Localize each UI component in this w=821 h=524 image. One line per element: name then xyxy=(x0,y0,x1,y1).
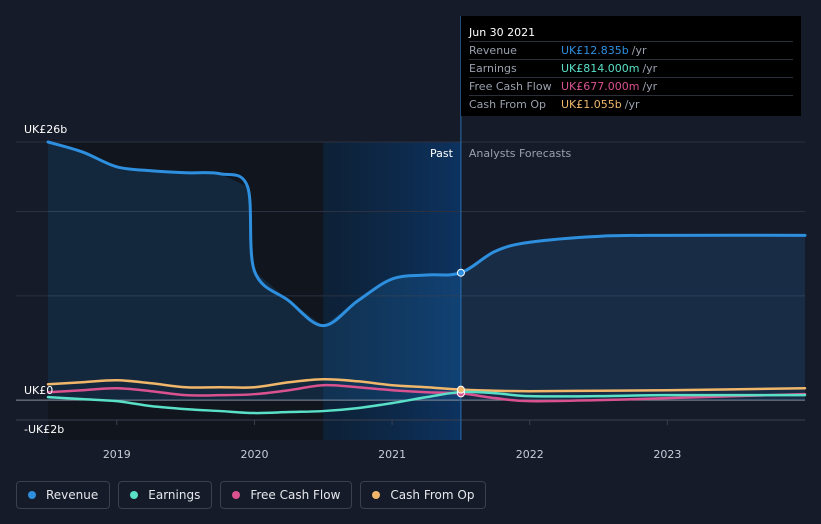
legend-item-cash-from-op[interactable]: Cash From Op xyxy=(360,481,487,509)
forecast-label: Analysts Forecasts xyxy=(469,147,572,160)
legend-label: Cash From Op xyxy=(390,488,475,502)
tooltip-row-cash-from-op: Cash From Op UK£1.055b /yr xyxy=(469,96,793,113)
hover-marker-cash-from-op xyxy=(456,385,465,394)
series-line-earnings xyxy=(46,390,807,415)
y-tick-label: -UK£2b xyxy=(24,423,64,436)
tooltip-label: Cash From Op xyxy=(469,98,547,111)
hover-marker-revenue xyxy=(456,268,465,277)
tooltip-label: Revenue xyxy=(469,44,517,57)
legend-dot-icon xyxy=(232,491,241,499)
x-tick-label: 2021 xyxy=(378,448,406,461)
legend-item-earnings[interactable]: Earnings xyxy=(118,481,213,509)
tooltip-date: Jun 30 2021 xyxy=(469,24,793,42)
tooltip-row-revenue: Revenue UK£12.835b /yr xyxy=(469,42,793,60)
x-tick-label: 2023 xyxy=(653,448,681,461)
past-label: Past xyxy=(430,147,454,160)
legend-label: Revenue xyxy=(46,488,99,502)
legend-item-free-cash-flow[interactable]: Free Cash Flow xyxy=(220,481,353,509)
legend-label: Free Cash Flow xyxy=(250,488,341,502)
tooltip-label: Free Cash Flow xyxy=(469,80,552,93)
legend-item-revenue[interactable]: Revenue xyxy=(16,481,111,509)
legend-dot-icon xyxy=(372,491,381,499)
legend: Revenue Earnings Free Cash Flow Cash Fro… xyxy=(16,481,487,509)
y-tick-label: UK£0 xyxy=(24,384,53,397)
x-tick-label: 2019 xyxy=(103,448,131,461)
series-line-cash-from-op xyxy=(46,378,807,393)
tooltip-value: UK£814.000m xyxy=(561,62,640,75)
legend-dot-icon xyxy=(28,491,36,499)
tooltip-value: UK£677.000m xyxy=(561,80,640,93)
tooltip-unit: /yr xyxy=(624,98,640,111)
tooltip-unit: /yr xyxy=(642,80,658,93)
y-tick-label: UK£26b xyxy=(24,123,67,136)
hover-tooltip: Jun 30 2021 Revenue UK£12.835b /yr Earni… xyxy=(461,16,801,116)
revenue-area xyxy=(48,142,805,401)
tooltip-value: UK£1.055b xyxy=(561,98,622,111)
tooltip-value: UK£12.835b xyxy=(561,44,629,57)
tooltip-row-earnings: Earnings UK£814.000m /yr xyxy=(469,60,793,78)
tooltip-row-free-cash-flow: Free Cash Flow UK£677.000m /yr xyxy=(469,78,793,96)
series-line-revenue xyxy=(46,140,807,328)
x-tick-label: 2020 xyxy=(240,448,268,461)
tooltip-unit: /yr xyxy=(631,44,647,57)
tooltip-label: Earnings xyxy=(469,62,517,75)
legend-dot-icon xyxy=(130,491,139,499)
legend-label: Earnings xyxy=(148,488,201,502)
tooltip-unit: /yr xyxy=(642,62,658,75)
x-tick-label: 2022 xyxy=(516,448,544,461)
series-line-free-cash-flow xyxy=(46,383,807,403)
